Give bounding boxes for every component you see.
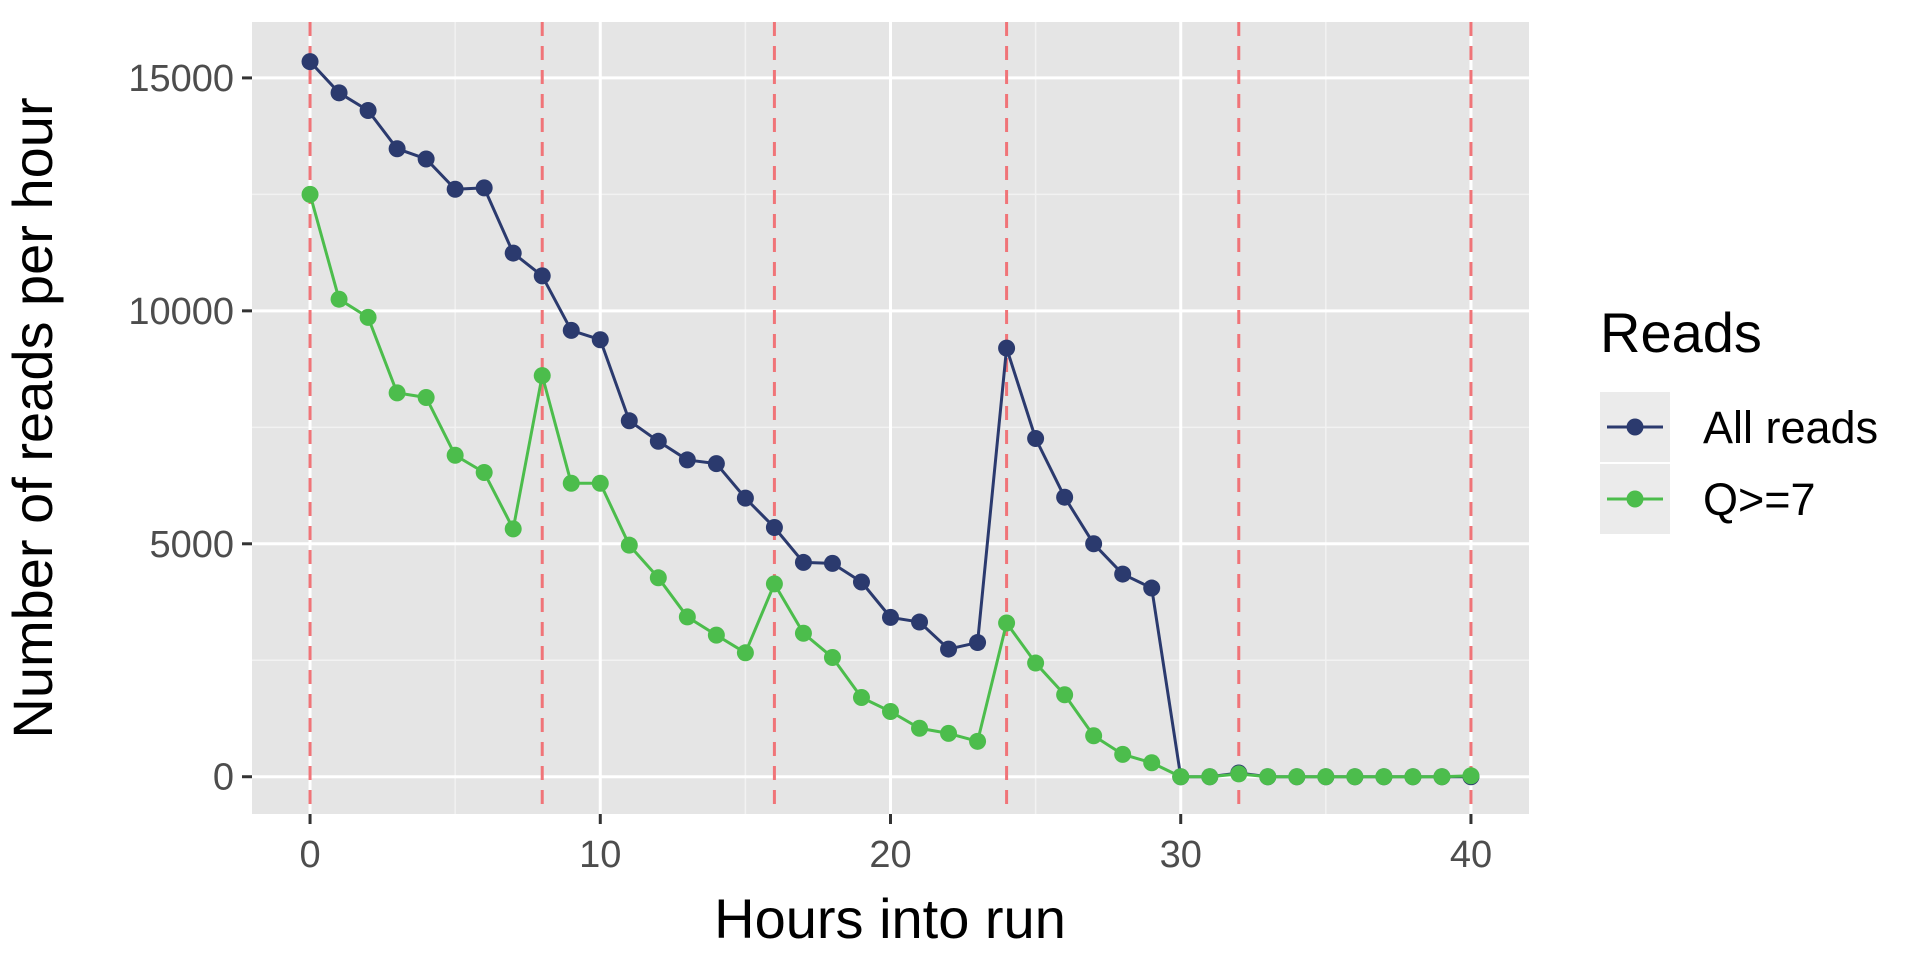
- data-point: [1317, 768, 1335, 786]
- data-point: [446, 180, 464, 198]
- data-point: [707, 455, 725, 473]
- data-point: [678, 451, 696, 469]
- series-layer: [301, 53, 1480, 786]
- data-point: [301, 185, 319, 203]
- data-point: [475, 464, 493, 482]
- legend-title: Reads: [1600, 301, 1762, 364]
- data-point: [1433, 768, 1451, 786]
- data-point: [707, 626, 725, 644]
- data-point: [533, 267, 551, 285]
- data-point: [359, 102, 377, 120]
- data-point: [1085, 727, 1103, 745]
- data-point: [1114, 565, 1132, 583]
- data-point: [504, 520, 522, 538]
- y-axis-title: Number of reads per hour: [1, 97, 64, 738]
- legend-label: All reads: [1703, 402, 1878, 453]
- x-tick-label: 10: [579, 834, 621, 876]
- data-point: [1143, 579, 1161, 597]
- x-tick-label: 0: [299, 834, 320, 876]
- data-point: [998, 614, 1016, 632]
- data-point: [1346, 768, 1364, 786]
- data-point: [1404, 768, 1422, 786]
- data-point: [1056, 686, 1074, 704]
- data-point: [359, 308, 377, 326]
- data-point: [562, 474, 580, 492]
- data-point: [562, 321, 580, 339]
- data-point: [882, 608, 899, 626]
- legend-key-marker: [1626, 418, 1644, 436]
- data-point: [998, 339, 1016, 357]
- data-point: [736, 489, 754, 507]
- data-point: [969, 732, 987, 750]
- data-point: [591, 331, 609, 349]
- data-point: [852, 689, 870, 707]
- x-tick-label: 30: [1160, 834, 1202, 876]
- reference-lines: [308, 22, 1473, 814]
- legend-label: Q>=7: [1703, 474, 1816, 525]
- data-point: [475, 179, 493, 197]
- legend-items: All reads Q>=7: [1600, 392, 1878, 534]
- data-point: [1027, 654, 1045, 672]
- data-point: [620, 412, 638, 430]
- data-point: [301, 53, 319, 71]
- y-tick-label: 15000: [128, 58, 234, 100]
- data-point: [1201, 768, 1219, 786]
- legend-key-marker: [1626, 490, 1644, 508]
- data-point: [1259, 768, 1277, 786]
- data-point: [678, 608, 696, 626]
- data-point: [417, 389, 435, 407]
- data-point: [969, 634, 987, 652]
- data-point: [1375, 768, 1393, 786]
- data-point: [882, 703, 899, 721]
- data-point: [823, 554, 841, 572]
- data-point: [620, 536, 638, 554]
- data-point: [1027, 429, 1045, 447]
- data-point: [1230, 765, 1248, 783]
- data-point: [736, 644, 754, 662]
- data-point: [504, 244, 522, 262]
- y-tick-label: 0: [213, 757, 234, 799]
- x-axis-title: Hours into run: [714, 887, 1066, 950]
- data-point: [1462, 767, 1480, 785]
- legend: Reads All reads Q>=7: [1600, 301, 1878, 534]
- data-point: [649, 432, 667, 450]
- axis-ticks: [242, 76, 1473, 824]
- data-point: [388, 384, 406, 402]
- x-tick-label: 20: [869, 834, 911, 876]
- data-point: [794, 624, 812, 642]
- data-point: [417, 150, 435, 168]
- data-point: [794, 553, 812, 571]
- data-point: [1056, 488, 1074, 506]
- y-tick-label: 5000: [149, 524, 234, 566]
- data-point: [852, 573, 870, 591]
- data-point: [1143, 754, 1161, 772]
- data-point: [940, 724, 958, 742]
- data-point: [1172, 768, 1190, 786]
- data-point: [911, 613, 929, 631]
- legend-item: All reads: [1600, 392, 1878, 462]
- data-point: [388, 140, 406, 158]
- data-point: [911, 719, 929, 737]
- data-point: [1288, 768, 1306, 786]
- data-point: [446, 446, 464, 464]
- x-tick-labels: 0 10 20 30 40: [299, 834, 1492, 876]
- y-tick-labels: 0 5000 10000 15000: [128, 58, 234, 799]
- data-point: [330, 290, 348, 308]
- x-tick-label: 40: [1450, 834, 1492, 876]
- y-tick-label: 10000: [128, 291, 234, 333]
- data-point: [765, 575, 783, 593]
- series-1: [301, 185, 1480, 786]
- data-point: [649, 569, 667, 587]
- data-point: [765, 518, 783, 536]
- data-point: [591, 474, 609, 492]
- data-point: [330, 84, 348, 102]
- data-point: [1114, 745, 1132, 763]
- data-point: [940, 640, 958, 658]
- data-point: [1085, 535, 1103, 553]
- legend-item: Q>=7: [1600, 464, 1816, 534]
- data-point: [823, 648, 841, 666]
- data-point: [533, 367, 551, 385]
